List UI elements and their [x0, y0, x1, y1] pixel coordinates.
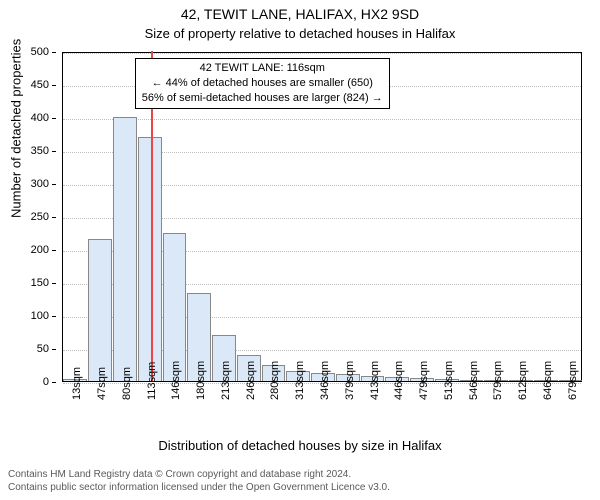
x-tick-label: 146sqm [170, 394, 182, 400]
x-tick-label: 413sqm [369, 394, 381, 400]
y-tick-label: 400 [0, 112, 56, 124]
x-tick-label: 246sqm [245, 394, 257, 400]
x-tick-label: 646sqm [542, 394, 554, 400]
x-tick-label: 379sqm [344, 394, 356, 400]
y-tick-label: 450 [0, 79, 56, 91]
y-tick-label: 150 [0, 277, 56, 289]
x-tick-label: 47sqm [96, 394, 108, 400]
x-tick-label: 346sqm [319, 394, 331, 400]
x-tick-label: 113sqm [146, 394, 158, 400]
x-tick-label: 579sqm [492, 394, 504, 400]
bar [138, 137, 162, 381]
x-tick-label: 13sqm [71, 394, 83, 400]
gridline [63, 53, 581, 54]
x-tick-label: 313sqm [294, 394, 306, 400]
gridline [63, 119, 581, 120]
y-tick-label: 350 [0, 145, 56, 157]
annotation-line3: 56% of semi-detached houses are larger (… [142, 91, 383, 106]
y-tick-label: 300 [0, 178, 56, 190]
footer: Contains HM Land Registry data © Crown c… [8, 468, 592, 494]
bar [163, 233, 187, 382]
x-tick-label: 213sqm [220, 394, 232, 400]
x-tick-label: 446sqm [393, 394, 405, 400]
y-tick-label: 100 [0, 310, 56, 322]
annotation-box: 42 TEWIT LANE: 116sqm ← 44% of detached … [135, 58, 390, 109]
footer-line2: Contains public sector information licen… [8, 481, 592, 494]
annotation-line2: ← 44% of detached houses are smaller (65… [142, 76, 383, 91]
chart-title: 42, TEWIT LANE, HALIFAX, HX2 9SD [0, 6, 600, 22]
y-tick-label: 0 [0, 376, 56, 388]
x-axis-label: Distribution of detached houses by size … [0, 438, 600, 453]
y-tick-label: 500 [0, 46, 56, 58]
annotation-line1: 42 TEWIT LANE: 116sqm [142, 61, 383, 76]
footer-line1: Contains HM Land Registry data © Crown c… [8, 468, 592, 481]
x-tick-label: 612sqm [517, 394, 529, 400]
x-tick-label: 80sqm [121, 394, 133, 400]
x-tick-label: 546sqm [468, 394, 480, 400]
y-axis-label: Number of detached properties [9, 39, 24, 218]
chart-subtitle: Size of property relative to detached ho… [0, 26, 600, 41]
chart-container: { "title": "42, TEWIT LANE, HALIFAX, HX2… [0, 0, 600, 500]
x-tick-label: 679sqm [567, 394, 579, 400]
x-tick-label: 280sqm [269, 394, 281, 400]
y-tick-label: 250 [0, 211, 56, 223]
x-tick-label: 479sqm [418, 394, 430, 400]
bar [88, 239, 112, 381]
bar [113, 117, 137, 381]
y-tick-label: 50 [0, 343, 56, 355]
y-tick-label: 200 [0, 244, 56, 256]
x-tick-label: 513sqm [443, 394, 455, 400]
x-tick-label: 180sqm [195, 394, 207, 400]
